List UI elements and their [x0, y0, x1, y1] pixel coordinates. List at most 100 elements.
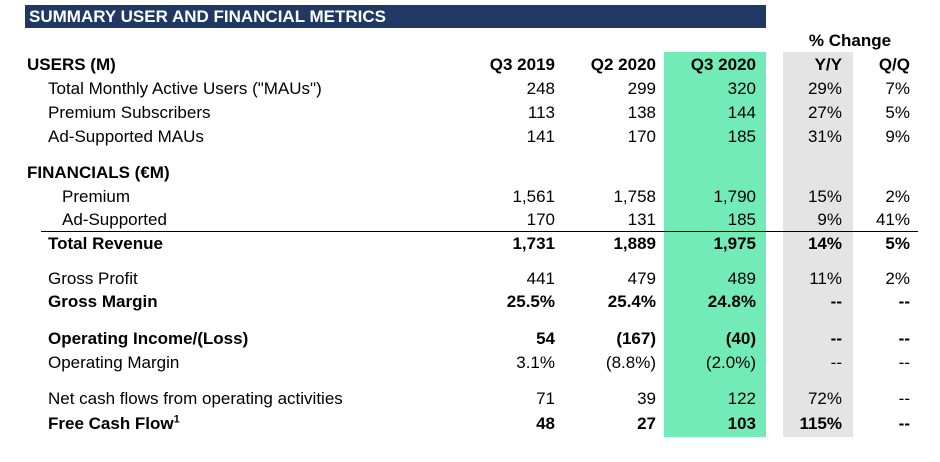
table-row: Total Monthly Active Users ("MAUs") 248 … [0, 77, 940, 101]
users-section-label: USERS (M) [27, 55, 116, 74]
row-label: Operating Income/(Loss) [48, 329, 249, 348]
col-header-yy: Y/Y [814, 55, 842, 74]
cell-qq: 5% [885, 103, 910, 122]
row-label: Net cash flows from operating activities [48, 389, 343, 408]
cell-q3-2020: 1,790 [713, 187, 756, 206]
cell-qq: 2% [885, 269, 910, 288]
cell-yy: 31% [807, 127, 842, 146]
cell-yy: 9% [817, 210, 842, 229]
cell-q3-2019: 3.1% [516, 353, 555, 372]
cell-q3-2020: 103 [727, 414, 756, 433]
pct-change-header: % Change [808, 31, 892, 50]
row-label: Ad-Supported MAUs [48, 127, 204, 146]
cell-q3-2020: 185 [727, 210, 756, 229]
col-header-q3-2019: Q3 2019 [489, 55, 555, 74]
cell-yy: 14% [807, 234, 842, 253]
cell-q3-2019: 141 [526, 127, 555, 146]
cell-q2-2020: (167) [616, 329, 656, 348]
table-row: Ad-Supported MAUs 141 170 185 31% 9% [0, 125, 940, 149]
cell-q2-2020: 27 [637, 414, 656, 433]
cell-qq: 2% [885, 187, 910, 206]
table-row: Operating Margin 3.1% (8.8%) (2.0%) -- -… [0, 351, 940, 375]
cell-yy: 115% [799, 414, 842, 433]
table-row: Premium Subscribers 113 138 144 27% 5% [0, 101, 940, 125]
table-title: SUMMARY USER AND FINANCIAL METRICS [25, 5, 766, 28]
row-label: Gross Profit [48, 269, 138, 288]
cell-yy: -- [830, 353, 842, 372]
financials-section-row: FINANCIALS (€M) [0, 161, 940, 185]
cell-qq: 9% [885, 127, 910, 146]
cell-q2-2020: 479 [627, 269, 656, 288]
cell-q2-2020: 170 [627, 127, 656, 146]
cell-yy: 11% [809, 269, 842, 288]
table-row: Premium 1,561 1,758 1,790 15% 2% [0, 185, 940, 209]
row-label: Operating Margin [48, 353, 180, 372]
col-header-q2-2020: Q2 2020 [590, 55, 656, 74]
table-row: Operating Income/(Loss) 54 (167) (40) --… [0, 327, 940, 351]
cell-yy: 29% [807, 79, 842, 98]
table-row: Total Revenue 1,731 1,889 1,975 14% 5% [0, 232, 940, 256]
cell-q3-2020: 1,975 [713, 234, 756, 253]
cell-q3-2019: 113 [527, 103, 555, 122]
cell-q2-2020: (8.8%) [605, 353, 656, 372]
cell-qq: 41% [875, 210, 910, 229]
cell-q3-2020: 489 [727, 269, 756, 288]
row-label: Total Monthly Active Users ("MAUs") [48, 79, 322, 98]
cell-qq: -- [898, 292, 910, 311]
cell-q2-2020: 39 [637, 389, 656, 408]
cell-q3-2020: 122 [727, 389, 756, 408]
row-label: Premium Subscribers [48, 103, 211, 122]
cell-yy: 15% [807, 187, 842, 206]
row-label-text: Free Cash Flow [48, 414, 174, 433]
cell-q3-2019: 71 [536, 389, 555, 408]
table-row: Gross Margin 25.5% 25.4% 24.8% -- -- [0, 290, 940, 314]
cell-qq: -- [898, 329, 910, 348]
cell-q3-2020: 144 [727, 103, 756, 122]
cell-yy: 72% [807, 389, 842, 408]
row-label: Free Cash Flow1 [48, 412, 180, 436]
cell-qq: -- [898, 389, 910, 408]
cell-yy: -- [830, 292, 842, 311]
yy-column-highlight [783, 52, 853, 437]
total-divider [41, 231, 918, 232]
cell-q3-2020: 320 [727, 79, 756, 98]
cell-qq: 7% [885, 79, 910, 98]
cell-q2-2020: 299 [627, 79, 656, 98]
header-row: USERS (M) Q3 2019 Q2 2020 Q3 2020 Y/Y Q/… [0, 53, 940, 77]
q3-2020-column-highlight [664, 52, 766, 437]
cell-q3-2019: 48 [536, 414, 555, 433]
row-label: Ad-Supported [62, 210, 167, 229]
table-row: Net cash flows from operating activities… [0, 387, 940, 411]
col-header-q3-2020: Q3 2020 [690, 55, 756, 74]
row-label: Gross Margin [48, 292, 158, 311]
financials-section-label: FINANCIALS (€M) [27, 163, 170, 182]
table-row: Gross Profit 441 479 489 11% 2% [0, 267, 940, 291]
cell-q3-2020: (40) [725, 329, 756, 348]
cell-q2-2020: 138 [627, 103, 656, 122]
cell-q2-2020: 1,889 [613, 234, 656, 253]
row-label: Total Revenue [48, 234, 163, 253]
cell-q3-2020: 185 [727, 127, 756, 146]
cell-q2-2020: 131 [627, 210, 656, 229]
footnote-marker: 1 [173, 413, 180, 426]
cell-q2-2020: 1,758 [613, 187, 656, 206]
cell-qq: 5% [885, 234, 910, 253]
cell-q2-2020: 25.4% [607, 292, 656, 311]
cell-q3-2019: 170 [526, 210, 555, 229]
cell-qq: -- [898, 353, 910, 372]
cell-q3-2020: 24.8% [707, 292, 756, 311]
cell-q3-2019: 54 [536, 329, 555, 348]
cell-q3-2019: 441 [526, 269, 555, 288]
cell-q3-2020: (2.0%) [705, 353, 756, 372]
cell-yy: 27% [807, 103, 842, 122]
table-row: Free Cash Flow1 48 27 103 115% -- [0, 412, 940, 436]
cell-qq: -- [898, 414, 910, 433]
cell-q3-2019: 248 [526, 79, 555, 98]
cell-q3-2019: 1,731 [512, 234, 555, 253]
col-header-qq: Q/Q [878, 55, 910, 74]
table-row: Ad-Supported 170 131 185 9% 41% [0, 208, 940, 232]
cell-q3-2019: 25.5% [506, 292, 555, 311]
cell-q3-2019: 1,561 [512, 187, 555, 206]
row-label: Premium [62, 187, 131, 206]
cell-yy: -- [830, 329, 842, 348]
